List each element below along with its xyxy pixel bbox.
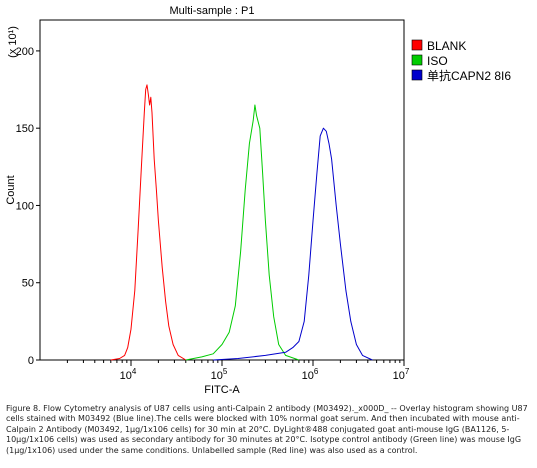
series-line-0 xyxy=(110,84,187,361)
figure-caption: Figure 8. Flow Cytometry analysis of U87… xyxy=(6,404,528,455)
legend-label: BLANK xyxy=(427,39,466,53)
x-tick-label: 105 xyxy=(211,367,228,382)
chart-title: Multi-sample : P1 xyxy=(170,5,255,17)
x-tick-label: 104 xyxy=(120,367,137,382)
y-tick-label: 0 xyxy=(28,355,34,367)
x-axis-label: FITC-A xyxy=(204,384,240,396)
x-tick-label: 107 xyxy=(393,367,410,382)
y-tick-label: 200 xyxy=(16,46,34,58)
y-tick-label: 50 xyxy=(22,278,34,290)
y-axis-label: Count xyxy=(5,175,17,204)
y-tick-label: 100 xyxy=(16,200,34,212)
x-tick-label: 106 xyxy=(302,367,319,382)
legend-label: ISO xyxy=(427,54,448,68)
legend-label: 单抗CAPN2 8I6 xyxy=(427,68,511,83)
legend-swatch xyxy=(411,54,423,66)
y-axis-ticks: 0 50 100 150 200 xyxy=(16,46,40,367)
y-tick-label: 150 xyxy=(16,123,34,135)
y-axis-multiplier: (x 10¹) xyxy=(7,26,19,58)
flow-cytometry-histogram: Multi-sample : P1 (x 10¹) Count FITC-A 0… xyxy=(5,5,511,396)
legend-swatch xyxy=(411,39,423,51)
series-line-1 xyxy=(185,104,300,361)
legend-swatch xyxy=(411,69,423,81)
series-layer xyxy=(110,84,373,361)
x-axis-ticks: 104 105 106 107 xyxy=(66,360,410,382)
plot-frame xyxy=(39,19,405,361)
series-line-2 xyxy=(213,127,373,361)
